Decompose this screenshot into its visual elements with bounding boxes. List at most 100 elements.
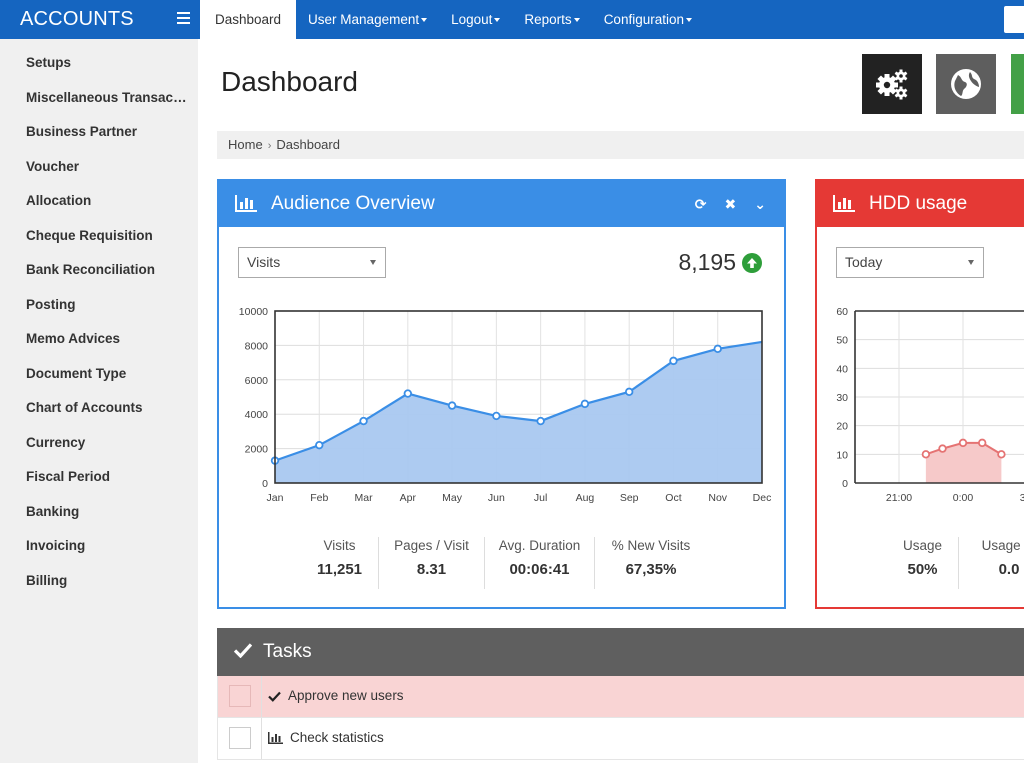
task-checkbox[interactable] — [229, 727, 251, 749]
page-title: Dashboard — [221, 66, 358, 97]
nav-reports[interactable]: Reports — [512, 0, 591, 39]
nav-configuration[interactable]: Configuration — [592, 0, 704, 39]
audience-panel-title: Audience Overview — [271, 193, 435, 214]
stat-pages-value: 8.31 — [416, 561, 447, 578]
x-tick-label: Aug — [576, 492, 595, 504]
stat-avg-duration: Avg. Duration 00:06:41 — [485, 537, 595, 589]
audience-chart: 0 2000 4000 6000 8000 10000 Jan Feb Mar Apr May Jun… — [239, 306, 772, 504]
caret-down-icon — [494, 18, 501, 23]
tasks-title: Tasks — [263, 641, 312, 662]
settings-button[interactable] — [862, 54, 922, 114]
sidebar-item-business-partner[interactable]: Business Partner — [26, 124, 138, 139]
y-tick-label: 0 — [262, 478, 268, 490]
sidebar-item-chart-of-accounts[interactable]: Chart of Accounts — [26, 400, 143, 415]
sidebar-item-posting[interactable]: Posting — [26, 296, 76, 312]
y-tick-label: 2000 — [245, 444, 269, 456]
green-action-button[interactable] — [1011, 54, 1024, 114]
y-tick-label: 8000 — [245, 340, 269, 352]
sidebar: Setups Miscellaneous Transactions Busine… — [0, 39, 198, 763]
data-point — [713, 344, 722, 354]
data-point — [536, 416, 545, 426]
check-icon — [268, 691, 281, 702]
globe-icon — [951, 69, 981, 99]
x-tick-label: 21:00 — [886, 492, 912, 504]
hdd-panel-title: HDD usage — [869, 193, 968, 214]
nav-dashboard-label: Dashboard — [215, 12, 282, 27]
task-divider — [261, 676, 262, 717]
task-checkbox[interactable] — [229, 685, 251, 707]
nav-user-management-label: User Management — [308, 12, 420, 27]
hdd-stats: Usage 50% Usage % 0.0 — [887, 537, 1024, 589]
stat-usage-value: 50% — [907, 561, 938, 578]
stat-usage-label: Usage — [902, 538, 943, 553]
data-point — [580, 399, 590, 409]
x-tick-label: Mar — [354, 492, 373, 504]
sidebar-item-miscellaneous-transactions[interactable]: Miscellaneous Transactions — [26, 89, 198, 105]
breadcrumb-home[interactable]: Home — [228, 137, 263, 152]
breadcrumb-current: Dashboard — [276, 137, 340, 152]
hdd-select-value: Today — [845, 254, 883, 270]
data-point — [997, 450, 1006, 459]
nav-user-management[interactable]: User Management — [296, 0, 439, 39]
x-tick-label: Dec — [753, 492, 772, 504]
stat-usage-percent: Usage % 0.0 — [959, 537, 1024, 589]
close-icon[interactable]: ✖ — [724, 196, 737, 212]
sidebar-item-currency[interactable]: Currency — [26, 434, 86, 450]
bar-chart-icon — [235, 195, 257, 212]
nav-configuration-label: Configuration — [603, 12, 684, 27]
main-nav: Dashboard User Management Logout Reports… — [200, 0, 704, 39]
stat-usage-percent-label: Usage % — [981, 538, 1024, 553]
sidebar-item-voucher[interactable]: Voucher — [26, 158, 80, 174]
top-search-input[interactable] — [1004, 6, 1024, 33]
sidebar-item-billing[interactable]: Billing — [26, 572, 68, 588]
hamburger-menu-icon[interactable] — [177, 12, 190, 26]
task-row: Check statistics — [217, 718, 1024, 760]
data-point — [958, 438, 968, 448]
arrow-up-circle-icon — [742, 252, 762, 273]
refresh-icon[interactable]: ⟳ — [694, 196, 707, 212]
chevron-right-icon: › — [267, 140, 272, 152]
audience-metric-select[interactable]: Visits — [238, 247, 386, 278]
audience-panel-tools: ⟳ ✖ ⌄ — [695, 181, 766, 227]
top-navbar: ACCOUNTS Dashboard User Management Logou… — [0, 0, 1024, 39]
nav-logout-label: Logout — [451, 12, 493, 27]
data-point — [359, 416, 368, 426]
hdd-period-select[interactable]: Today — [836, 247, 984, 278]
task-text: Approve new users — [288, 688, 404, 703]
breadcrumb: Home › Dashboard — [217, 131, 1024, 159]
series-area — [925, 442, 1002, 483]
x-tick-label: Sep — [620, 492, 639, 504]
task-row: Approve new users — [217, 676, 1024, 718]
y-tick-label: 30 — [836, 392, 848, 404]
sidebar-item-invoicing[interactable]: Invoicing — [26, 538, 86, 553]
sidebar-item-fiscal-period[interactable]: Fiscal Period — [26, 469, 111, 484]
brand-title[interactable]: ACCOUNTS — [20, 8, 134, 30]
y-tick-label: 10000 — [239, 306, 268, 318]
sidebar-item-bank-reconciliation[interactable]: Bank Reconciliation — [26, 262, 156, 277]
y-tick-label: 6000 — [245, 375, 269, 387]
data-point — [977, 438, 987, 448]
x-tick-label: Oct — [665, 492, 681, 504]
audience-total-value: 8,195 — [678, 249, 736, 275]
nav-logout[interactable]: Logout — [439, 0, 512, 39]
sidebar-item-cheque-requisition[interactable]: Cheque Requisition — [26, 227, 153, 243]
x-tick-label: Nov — [708, 492, 727, 504]
series-line — [274, 340, 763, 462]
nav-reports-label: Reports — [524, 12, 572, 27]
nav-dashboard[interactable]: Dashboard — [200, 0, 297, 39]
dropdown-arrow-icon — [370, 260, 376, 265]
caret-down-icon — [421, 18, 428, 23]
task-divider — [261, 718, 262, 759]
sidebar-item-banking[interactable]: Banking — [26, 503, 80, 519]
stat-new-visits-value: 67,35% — [625, 561, 677, 578]
globe-button[interactable] — [936, 54, 996, 114]
sidebar-item-document-type[interactable]: Document Type — [26, 365, 127, 381]
sidebar-item-setups[interactable]: Setups — [26, 55, 72, 70]
chevron-down-icon[interactable]: ⌄ — [754, 196, 766, 212]
y-tick-label: 60 — [836, 306, 848, 318]
sidebar-item-memo-advices[interactable]: Memo Advices — [26, 331, 121, 346]
sidebar-item-allocation[interactable]: Allocation — [26, 193, 92, 208]
stat-visits: Visits 11,251 — [301, 537, 379, 589]
stat-duration-label: Avg. Duration — [498, 538, 581, 553]
audience-stats: Visits 11,251 Pages / Visit 8.31 Avg. Du… — [301, 537, 707, 589]
